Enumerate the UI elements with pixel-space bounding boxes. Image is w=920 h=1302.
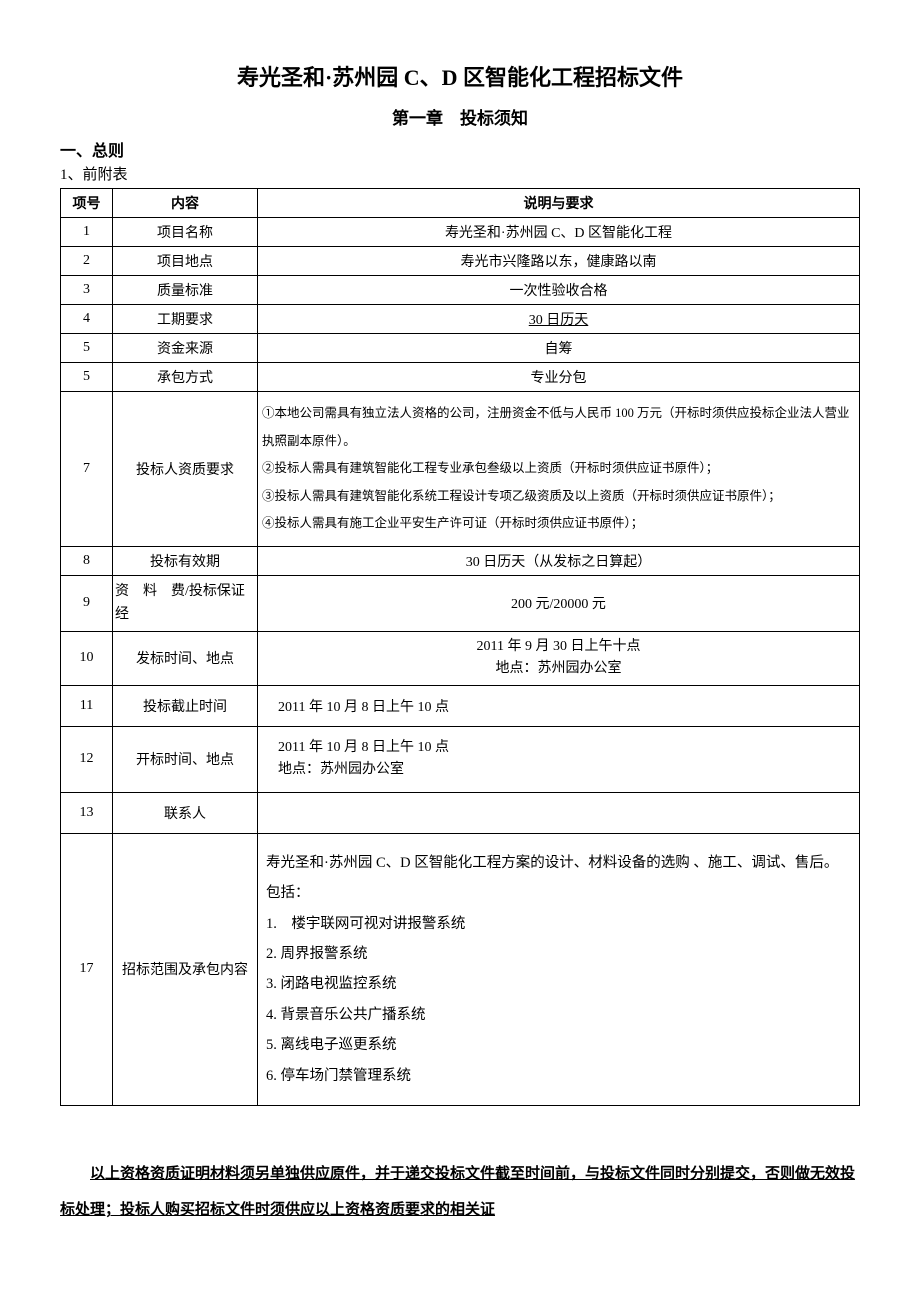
cell-content: 资金来源 <box>113 334 258 363</box>
cell-num: 10 <box>61 632 113 686</box>
table-row: 9 资 料 费/投标保证经 200 元/20000 元 <box>61 575 860 632</box>
cell-num: 3 <box>61 276 113 305</box>
table-row: 13 联系人 <box>61 792 860 833</box>
cell-content: 投标人资质要求 <box>113 392 258 547</box>
cell-num: 7 <box>61 392 113 547</box>
desc-line: 地点：苏州园办公室 <box>264 658 853 680</box>
header-desc: 说明与要求 <box>258 189 860 218</box>
cell-num: 4 <box>61 305 113 334</box>
cell-num: 1 <box>61 218 113 247</box>
cell-content: 承包方式 <box>113 363 258 392</box>
scope-item: 5. 离线电子巡更系统 <box>266 1030 851 1060</box>
table-header-row: 项号 内容 说明与要求 <box>61 189 860 218</box>
table-row: 5 资金来源 自筹 <box>61 334 860 363</box>
cell-content: 项目名称 <box>113 218 258 247</box>
table-row: 11 投标截止时间 2011 年 10 月 8 日上午 10 点 <box>61 685 860 726</box>
cell-content: 项目地点 <box>113 247 258 276</box>
cell-content: 联系人 <box>113 792 258 833</box>
cell-desc: 专业分包 <box>258 363 860 392</box>
table-row: 3 质量标准 一次性验收合格 <box>61 276 860 305</box>
table-row: 12 开标时间、地点 2011 年 10 月 8 日上午 10 点 地点：苏州园… <box>61 726 860 792</box>
cell-desc: 2011 年 10 月 8 日上午 10 点 <box>258 685 860 726</box>
chapter-title: 第一章 投标须知 <box>60 104 860 129</box>
cell-num: 13 <box>61 792 113 833</box>
cell-desc <box>258 792 860 833</box>
cell-content: 招标范围及承包内容 <box>113 833 258 1106</box>
table-row: 1 项目名称 寿光圣和·苏州园 C、D 区智能化工程 <box>61 218 860 247</box>
cell-desc: 一次性验收合格 <box>258 276 860 305</box>
bid-info-table: 项号 内容 说明与要求 1 项目名称 寿光圣和·苏州园 C、D 区智能化工程 2… <box>60 188 860 1106</box>
table-row: 5 承包方式 专业分包 <box>61 363 860 392</box>
table-row: 4 工期要求 30 日历天 <box>61 305 860 334</box>
document-title: 寿光圣和·苏州园 C、D 区智能化工程招标文件 <box>60 60 860 92</box>
desc-line: 2011 年 10 月 8 日上午 10 点 <box>278 737 853 759</box>
cell-num: 5 <box>61 363 113 392</box>
cell-content: 工期要求 <box>113 305 258 334</box>
cell-desc: 自筹 <box>258 334 860 363</box>
cell-content: 质量标准 <box>113 276 258 305</box>
cell-scope: 寿光圣和·苏州园 C、D 区智能化工程方案的设计、材料设备的选购 、施工、调试、… <box>258 833 860 1106</box>
qual-line: ①本地公司需具有独立法人资格的公司，注册资金不低与人民币 100 万元（开标时须… <box>262 400 855 455</box>
cell-num: 5 <box>61 334 113 363</box>
cell-desc: 寿光市兴隆路以东，健康路以南 <box>258 247 860 276</box>
scope-item: 1. 楼宇联网可视对讲报警系统 <box>266 909 851 939</box>
cell-num: 9 <box>61 575 113 632</box>
header-num: 项号 <box>61 189 113 218</box>
scope-item: 6. 停车场门禁管理系统 <box>266 1061 851 1091</box>
cell-num: 2 <box>61 247 113 276</box>
cell-num: 12 <box>61 726 113 792</box>
desc-line: 地点：苏州园办公室 <box>278 759 853 781</box>
cell-content: 开标时间、地点 <box>113 726 258 792</box>
table-row: 2 项目地点 寿光市兴隆路以东，健康路以南 <box>61 247 860 276</box>
scope-item: 2. 周界报警系统 <box>266 939 851 969</box>
cell-content: 投标有效期 <box>113 546 258 575</box>
cell-content: 发标时间、地点 <box>113 632 258 686</box>
scope-item: 4. 背景音乐公共广播系统 <box>266 1000 851 1030</box>
header-content: 内容 <box>113 189 258 218</box>
cell-desc: 2011 年 10 月 8 日上午 10 点 地点：苏州园办公室 <box>258 726 860 792</box>
underlined-text: 30 日历天 <box>529 313 589 328</box>
qual-line: ②投标人需具有建筑智能化工程专业承包叁级以上资质（开标时须供应证书原件）； <box>262 455 855 483</box>
cell-content: 投标截止时间 <box>113 685 258 726</box>
scope-item: 3. 闭路电视监控系统 <box>266 969 851 999</box>
qual-line: ④投标人需具有施工企业平安生产许可证（开标时须供应证书原件）； <box>262 510 855 538</box>
cell-desc: 30 日历天（从发标之日算起） <box>258 546 860 575</box>
table-row-qualification: 7 投标人资质要求 ①本地公司需具有独立法人资格的公司，注册资金不低与人民币 1… <box>61 392 860 547</box>
qual-line: ③投标人需具有建筑智能化系统工程设计专项乙级资质及以上资质（开标时须供应证书原件… <box>262 483 855 511</box>
desc-line: 2011 年 9 月 30 日上午十点 <box>264 636 853 658</box>
section-header: 一、总则 <box>60 137 860 161</box>
cell-num: 17 <box>61 833 113 1106</box>
cell-desc: 30 日历天 <box>258 305 860 334</box>
cell-num: 8 <box>61 546 113 575</box>
table-row: 8 投标有效期 30 日历天（从发标之日算起） <box>61 546 860 575</box>
footer-note: 以上资格资质证明材料须另单独供应原件，并于递交投标文件截至时间前，与投标文件同时… <box>60 1156 860 1228</box>
cell-desc: 200 元/20000 元 <box>258 575 860 632</box>
cell-content: 资 料 费/投标保证经 <box>113 575 258 632</box>
scope-intro: 寿光圣和·苏州园 C、D 区智能化工程方案的设计、材料设备的选购 、施工、调试、… <box>266 848 851 909</box>
cell-qualification: ①本地公司需具有独立法人资格的公司，注册资金不低与人民币 100 万元（开标时须… <box>258 392 860 547</box>
cell-desc: 2011 年 9 月 30 日上午十点 地点：苏州园办公室 <box>258 632 860 686</box>
table-row-scope: 17 招标范围及承包内容 寿光圣和·苏州园 C、D 区智能化工程方案的设计、材料… <box>61 833 860 1106</box>
table-row: 10 发标时间、地点 2011 年 9 月 30 日上午十点 地点：苏州园办公室 <box>61 632 860 686</box>
cell-desc: 寿光圣和·苏州园 C、D 区智能化工程 <box>258 218 860 247</box>
sub-item-label: 1、前附表 <box>60 163 860 184</box>
cell-num: 11 <box>61 685 113 726</box>
